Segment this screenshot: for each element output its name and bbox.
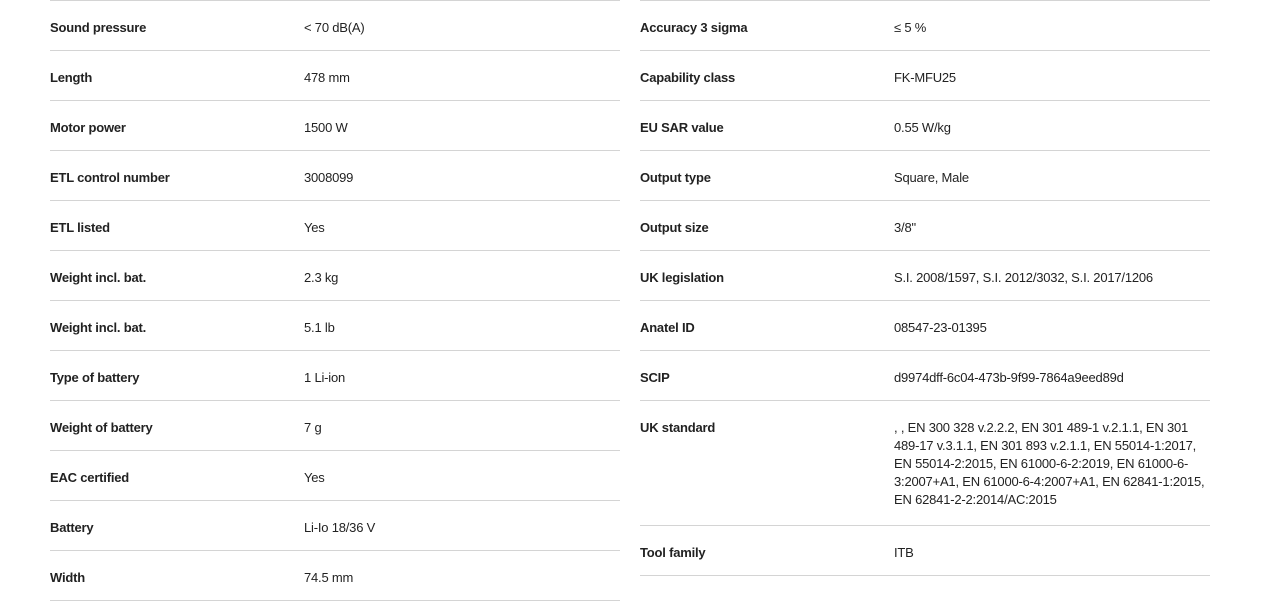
spec-label: Anatel ID [640, 320, 695, 335]
spec-label: EAC certified [50, 470, 130, 485]
spec-row: Output type Square, Male [640, 151, 1210, 201]
spec-row: EU SAR value 0.55 W/kg [640, 101, 1210, 151]
spec-row: Weight of battery 7 g [50, 401, 620, 451]
spec-label: Output type [640, 170, 711, 185]
spec-row: Anatel ID 08547-23-01395 [640, 301, 1210, 351]
spec-value: Square, Male [894, 170, 969, 185]
spec-row: Length 478 mm [50, 51, 620, 101]
spec-row: Weight incl. bat. 5.1 lb [50, 301, 620, 351]
spec-label: Width [50, 570, 85, 585]
spec-row: Motor power 1500 W [50, 101, 620, 151]
spec-row: UK standard , , EN 300 328 v.2.2.2, EN 30… [640, 401, 1210, 526]
spec-value: 0.55 W/kg [894, 120, 951, 135]
spec-row: EAC certified Yes [50, 451, 620, 501]
spec-row: Accuracy 3 sigma ≤ 5 % [640, 1, 1210, 51]
spec-row: Width 74.5 mm [50, 551, 620, 601]
spec-row: Output size 3/8" [640, 201, 1210, 251]
spec-label: Length [50, 70, 93, 85]
spec-value: 1500 W [304, 120, 348, 135]
spec-label: Motor power [50, 120, 126, 135]
spec-value: Yes [304, 220, 325, 235]
spec-label: Accuracy 3 sigma [640, 20, 748, 35]
spec-row: ETL control number 3008099 [50, 151, 620, 201]
spec-row: Type of battery 1 Li-ion [50, 351, 620, 401]
spec-value: Yes [304, 470, 325, 485]
spec-row: UK legislation S.I. 2008/1597, S.I. 2012/… [640, 251, 1210, 301]
spec-row: Sound pressure < 70 dB(A) [50, 1, 620, 51]
spec-label: EU SAR value [640, 120, 724, 135]
spec-label: SCIP [640, 370, 670, 385]
spec-value: < 70 dB(A) [304, 20, 365, 35]
spec-value: 3/8" [894, 220, 916, 235]
spec-value: 7 g [304, 420, 322, 435]
spec-table-right: Accuracy 3 sigma ≤ 5 % Capability class FK-… [640, 0, 1210, 576]
spec-label: Sound pressure [50, 20, 147, 35]
spec-label: Weight incl. bat. [50, 320, 147, 335]
spec-label: Capability class [640, 70, 736, 85]
spec-value: Li-Io 18/36 V [304, 520, 376, 535]
spec-row: Capability class FK-MFU25 [640, 51, 1210, 101]
spec-label: Tool family [640, 545, 706, 560]
spec-label: Output size [640, 220, 709, 235]
spec-value: , , EN 300 328 v.2.2.2, EN 301 489-1 v.2… [894, 420, 1205, 507]
spec-value: 74.5 mm [304, 570, 354, 585]
spec-label: ETL listed [50, 220, 110, 235]
spec-row: SCIP d9974dff-6c04-473b-9f99-7864a9eed89d [640, 351, 1210, 401]
spec-value: ≤ 5 % [894, 20, 927, 35]
spec-value: 5.1 lb [304, 320, 335, 335]
spec-table-left: Sound pressure < 70 dB(A) Length 478 mm Moto… [50, 0, 620, 601]
spec-value: 1 Li-ion [304, 370, 346, 385]
spec-row: Battery Li-Io 18/36 V [50, 501, 620, 551]
spec-label: UK standard [640, 420, 716, 435]
spec-label: ETL control number [50, 170, 170, 185]
spec-row: ETL listed Yes [50, 201, 620, 251]
spec-value: S.I. 2008/1597, S.I. 2012/3032, S.I. 201… [894, 270, 1153, 285]
spec-row: Weight incl. bat. 2.3 kg [50, 251, 620, 301]
spec-value: 3008099 [304, 170, 354, 185]
spec-value: 08547-23-01395 [894, 320, 987, 335]
spec-label: Battery [50, 520, 94, 535]
spec-label: Weight of battery [50, 420, 153, 435]
spec-value: d9974dff-6c04-473b-9f99-7864a9eed89d [894, 370, 1124, 385]
spec-label: Type of battery [50, 370, 140, 385]
spec-value: ITB [894, 545, 914, 560]
spec-label: Weight incl. bat. [50, 270, 147, 285]
spec-value: 2.3 kg [304, 270, 339, 285]
spec-label: UK legislation [640, 270, 724, 285]
spec-row: Tool family ITB [640, 526, 1210, 576]
spec-value: 478 mm [304, 70, 350, 85]
spec-value: FK-MFU25 [894, 70, 956, 85]
